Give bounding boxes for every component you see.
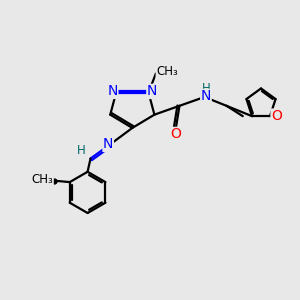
Text: H: H — [202, 82, 210, 95]
Text: O: O — [170, 128, 181, 141]
Text: CH₃: CH₃ — [156, 65, 178, 79]
Text: CH₃: CH₃ — [32, 173, 53, 186]
Text: H: H — [77, 144, 85, 157]
Text: N: N — [103, 137, 113, 152]
Text: O: O — [271, 109, 282, 123]
Text: N: N — [201, 89, 211, 103]
Text: N: N — [147, 84, 157, 98]
Text: N: N — [107, 84, 118, 98]
